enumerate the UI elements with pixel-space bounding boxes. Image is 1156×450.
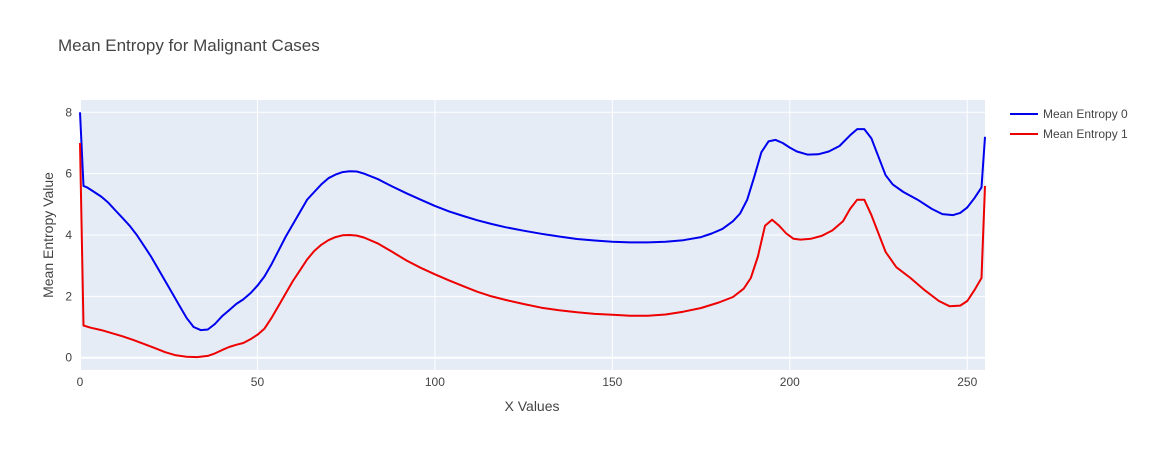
x-tick-label: 50 xyxy=(251,375,265,389)
x-tick-labels: 0 50 100 150 200 250 xyxy=(77,375,978,389)
y-tick-label: 6 xyxy=(65,167,72,181)
x-tick-label: 200 xyxy=(780,375,800,389)
legend-label-2[interactable]: Mean Entropy 1 xyxy=(1043,127,1128,141)
y-tick-label: 4 xyxy=(65,228,72,242)
grid xyxy=(79,100,985,370)
x-axis-title: X Values xyxy=(505,398,560,414)
y-tick-labels: 0 2 4 6 8 xyxy=(65,105,72,364)
y-tick-label: 0 xyxy=(65,351,72,365)
y-tick-label: 8 xyxy=(65,105,72,119)
x-tick-label: 0 xyxy=(77,375,84,389)
series-lines xyxy=(79,112,986,359)
legend-label-1[interactable]: Mean Entropy 0 xyxy=(1043,107,1128,121)
chart-title: Mean Entropy for Malignant Cases xyxy=(58,36,320,55)
series-line-1[interactable] xyxy=(79,112,986,332)
x-tick-label: 250 xyxy=(957,375,977,389)
y-axis-title: Mean Entropy Value xyxy=(40,172,56,298)
y-tick-label: 2 xyxy=(65,289,72,303)
x-tick-label: 100 xyxy=(425,375,445,389)
x-tick-label: 150 xyxy=(602,375,622,389)
series-line-2[interactable] xyxy=(79,142,986,359)
legend: Mean Entropy 0 Mean Entropy 1 xyxy=(1010,107,1128,141)
